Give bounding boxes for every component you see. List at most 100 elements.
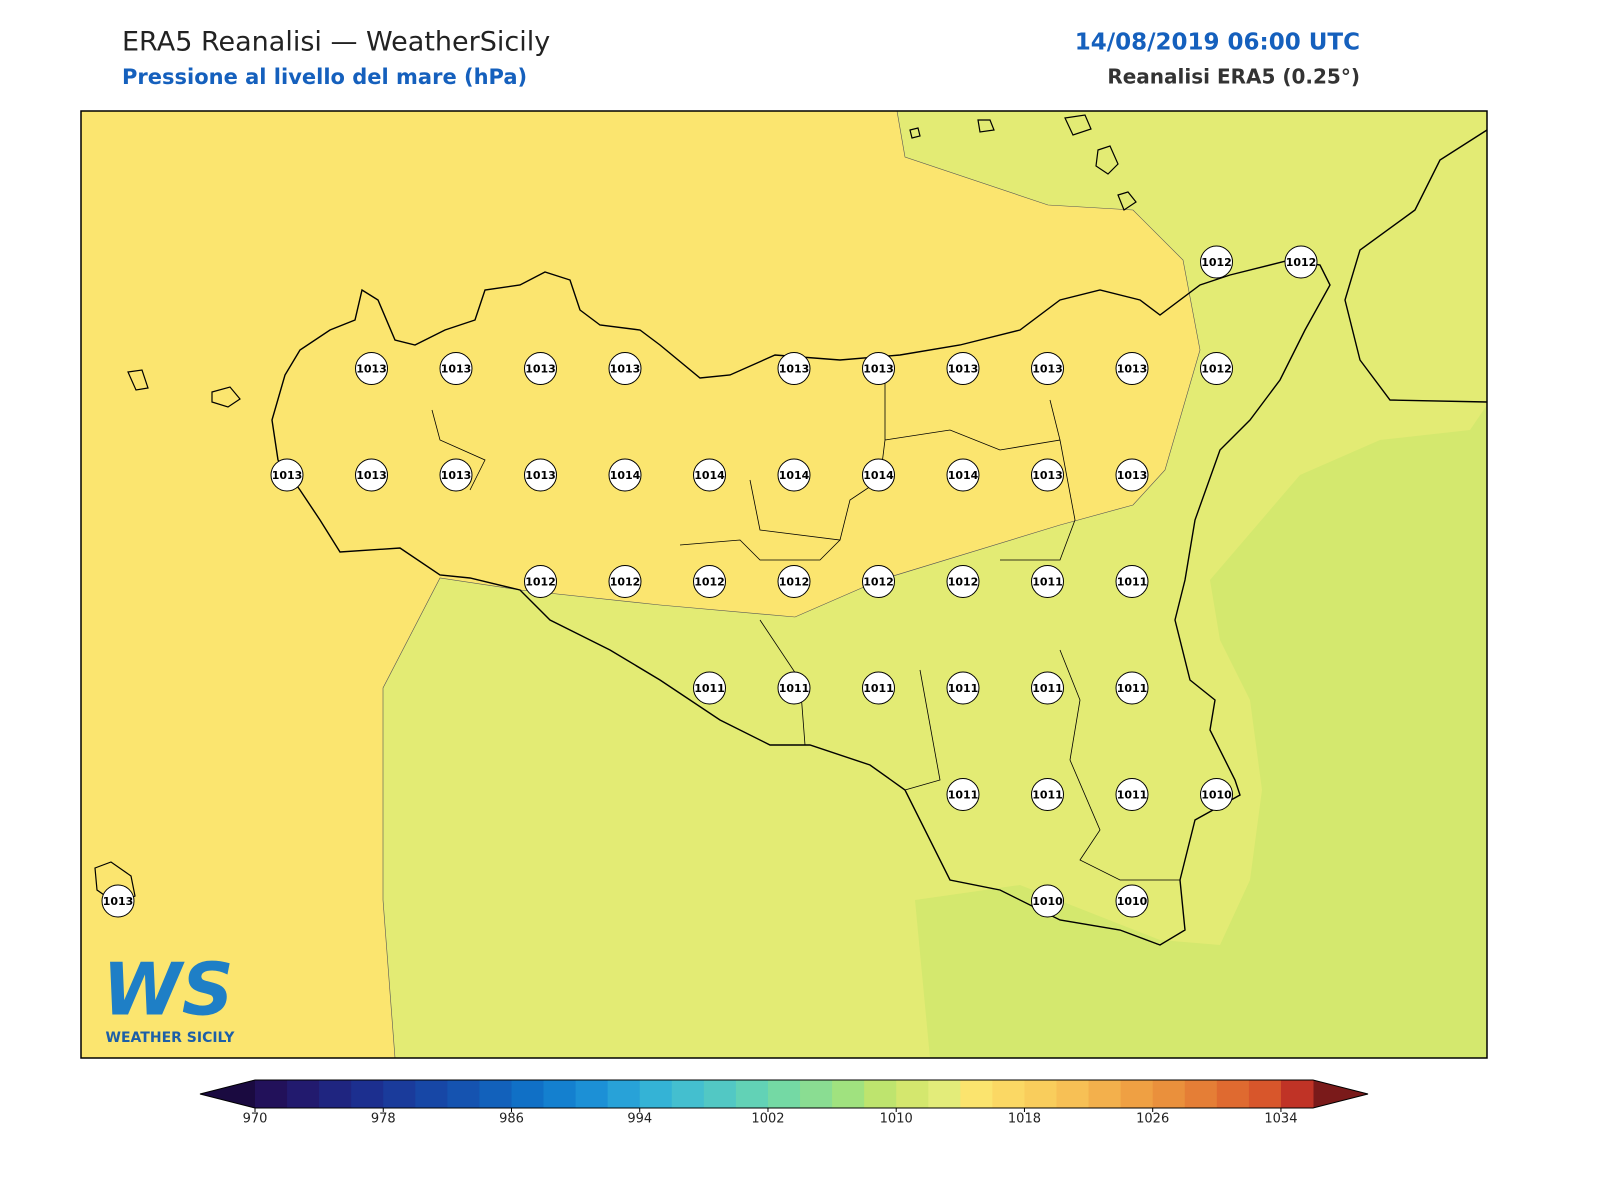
- colorbar-band: [447, 1080, 480, 1108]
- station-marker: [270, 458, 304, 492]
- station-marker: [1115, 565, 1149, 598]
- station-value: 1011: [694, 682, 725, 695]
- station-value: 1013: [863, 363, 894, 376]
- station-marker: [524, 352, 557, 385]
- station-value: 1014: [948, 469, 979, 482]
- colorbar-band: [896, 1080, 929, 1108]
- station-marker: [862, 565, 895, 598]
- station-marker: [946, 778, 980, 811]
- colorbar-band: [479, 1080, 512, 1108]
- station-marker: [1200, 352, 1233, 385]
- station-value: 1013: [272, 469, 303, 482]
- station-value: 1011: [1117, 682, 1148, 695]
- station-value: 1014: [779, 469, 810, 482]
- station-value: 1013: [948, 363, 979, 376]
- station-marker: [693, 458, 726, 492]
- station-marker: [355, 352, 388, 385]
- coastline: [271, 259, 1331, 946]
- colorbar-tick-label: 1026: [1136, 1112, 1169, 1127]
- station-marker: [1031, 884, 1064, 918]
- station-value: 1012: [948, 576, 979, 589]
- colorbar: 970 978 986 994 1002 1010 1018 1026 1034: [199, 1079, 1369, 1127]
- logo-mark: WS: [102, 948, 233, 1032]
- island: [94, 114, 1137, 905]
- colorbar-tick-label: 1018: [1008, 1112, 1041, 1127]
- colorbar-band: [511, 1080, 545, 1108]
- station-value: 1012: [1201, 256, 1232, 269]
- colorbar-band: [1280, 1080, 1314, 1108]
- station-value: 1013: [779, 363, 810, 376]
- coastline: [1344, 129, 1488, 403]
- map-frame: [80, 110, 1488, 1059]
- station-marker: [1200, 245, 1233, 279]
- colorbar-band: [1024, 1080, 1058, 1108]
- station-value: 1012: [863, 576, 894, 589]
- colorbar-band: [543, 1080, 577, 1108]
- pressure-zone: [382, 110, 1488, 1059]
- station-value: 1010: [1201, 789, 1232, 802]
- colorbar-band: [1088, 1080, 1122, 1108]
- station-marker: [439, 458, 473, 492]
- station-marker: [608, 458, 642, 492]
- colorbar-tick-label: 978: [371, 1112, 396, 1127]
- station-marker: [1031, 565, 1064, 598]
- colorbar-band: [1216, 1080, 1250, 1108]
- station-value: 1011: [1032, 789, 1063, 802]
- colorbar-band: [575, 1080, 609, 1108]
- subtitle: Pressione al livello del mare (hPa): [122, 65, 527, 89]
- station-marker: [777, 671, 811, 705]
- station-marker: [101, 884, 135, 918]
- colorbar-band: [703, 1080, 737, 1108]
- colorbar-band: [1248, 1080, 1282, 1108]
- station-value: 1012: [779, 576, 810, 589]
- colorbar-extend: [200, 1080, 255, 1108]
- station-marker: [1284, 245, 1318, 279]
- station-marker: [439, 352, 473, 385]
- station-value: 1013: [356, 469, 387, 482]
- station-value: 1011: [863, 682, 894, 695]
- station-value: 1012: [1201, 363, 1232, 376]
- logo: WS WEATHER SICILY: [102, 948, 235, 1046]
- station-value: 1013: [1032, 469, 1063, 482]
- station-marker: [862, 458, 895, 492]
- station-marker: [946, 671, 980, 705]
- station-marker: [862, 352, 895, 385]
- colorbar-band: [607, 1080, 641, 1108]
- station-value: 1013: [441, 363, 472, 376]
- station-value: 1013: [1117, 363, 1148, 376]
- colorbar-band: [1184, 1080, 1218, 1108]
- station-marker: [777, 458, 811, 492]
- colorbar-band: [800, 1080, 833, 1108]
- station-value: 1010: [1032, 895, 1063, 908]
- station-value: 1011: [1117, 576, 1148, 589]
- station-value: 1011: [779, 682, 810, 695]
- station-marker: [1115, 352, 1149, 385]
- date: 14/08/2019 06:00 UTC: [1075, 30, 1360, 56]
- title: ERA5 Reanalisi — WeatherSicily: [122, 27, 550, 58]
- colorbar-band: [351, 1080, 384, 1108]
- colorbar-band: [639, 1080, 673, 1108]
- station-value: 1011: [1032, 576, 1063, 589]
- station-value: 1014: [863, 469, 894, 482]
- station-marker: [1115, 884, 1149, 918]
- station-value: 1013: [103, 895, 134, 908]
- station-marker: [946, 565, 980, 598]
- colorbar-band: [255, 1080, 288, 1108]
- colorbar-tick-label: 1010: [880, 1112, 913, 1127]
- station-value: 1013: [1032, 363, 1063, 376]
- logo-caption: WEATHER SICILY: [106, 1030, 236, 1046]
- colorbar-band: [671, 1080, 705, 1108]
- colorbar-band: [383, 1080, 416, 1108]
- colorbar-tick-label: 970: [243, 1112, 268, 1127]
- station-value: 1013: [441, 469, 472, 482]
- colorbar-tick-label: 1034: [1264, 1112, 1297, 1127]
- station-marker: [1115, 671, 1149, 705]
- station-marker: [1031, 458, 1064, 492]
- station-value: 1012: [1286, 256, 1317, 269]
- station-value: 1013: [356, 363, 387, 376]
- colorbar-extend: [1313, 1080, 1368, 1108]
- station-marker: [777, 565, 811, 598]
- station-marker: [608, 352, 642, 385]
- source: Reanalisi ERA5 (0.25°): [1107, 65, 1360, 89]
